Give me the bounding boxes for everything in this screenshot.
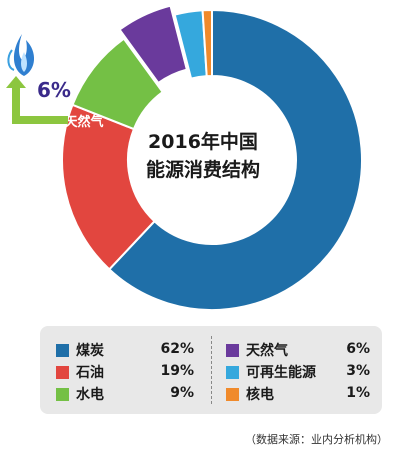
legend-label-renewable: 可再生能源 (246, 365, 316, 381)
callout-natural-gas-value: 6% (37, 78, 71, 102)
data-source-note: （数据来源：业内分析机构） (245, 433, 388, 446)
legend-value-oil: 19% (160, 363, 194, 379)
legend-label-hydro: 水电 (76, 387, 104, 403)
legend-label-natural-gas: 天然气 (246, 343, 288, 359)
legend-value-hydro: 9% (170, 385, 194, 401)
legend-item-nuclear: 核电 (226, 383, 274, 405)
legend-swatch-renewable (226, 365, 239, 379)
legend-item-oil: 石油 (56, 361, 104, 383)
center-title-line2: 能源消费结构 (146, 158, 260, 181)
callout-natural-gas-label: 天然气 (64, 114, 103, 130)
legend-item-hydro: 水电 (56, 383, 104, 405)
legend-label-coal: 煤炭 (76, 343, 104, 359)
slices-group (61, 4, 363, 311)
slice-nuclear (201, 8, 213, 78)
legend-item-renewable: 可再生能源 (226, 361, 316, 383)
slice-coal (107, 8, 363, 311)
legend-value-coal: 62% (160, 341, 194, 357)
callout-arrow (6, 76, 68, 124)
legend-divider (211, 336, 212, 404)
legend-swatch-hydro (56, 387, 69, 401)
legend-item-natural-gas: 天然气 (226, 339, 288, 361)
slice-natural-gas (118, 4, 189, 85)
legend-item-coal: 煤炭 (56, 339, 104, 361)
legend-swatch-natural-gas (226, 343, 239, 357)
center-title-line1: 2016年中国 (148, 130, 258, 153)
legend: 煤炭 62% 石油 19% 水电 9% 天然气 6% 可再生能源 3% 核电 1… (40, 326, 382, 414)
gas-flame-icon (7, 34, 35, 76)
legend-value-nuclear: 1% (346, 385, 370, 401)
legend-label-oil: 石油 (76, 365, 104, 381)
legend-swatch-coal (56, 343, 69, 357)
legend-label-nuclear: 核电 (246, 387, 274, 403)
legend-swatch-nuclear (226, 387, 239, 401)
legend-value-natural-gas: 6% (346, 341, 370, 357)
slice-hydro (71, 37, 165, 131)
legend-swatch-oil (56, 365, 69, 379)
legend-value-renewable: 3% (346, 363, 370, 379)
donut-chart: 2016年中国 能源消费结构 天然气 (6, 4, 363, 311)
